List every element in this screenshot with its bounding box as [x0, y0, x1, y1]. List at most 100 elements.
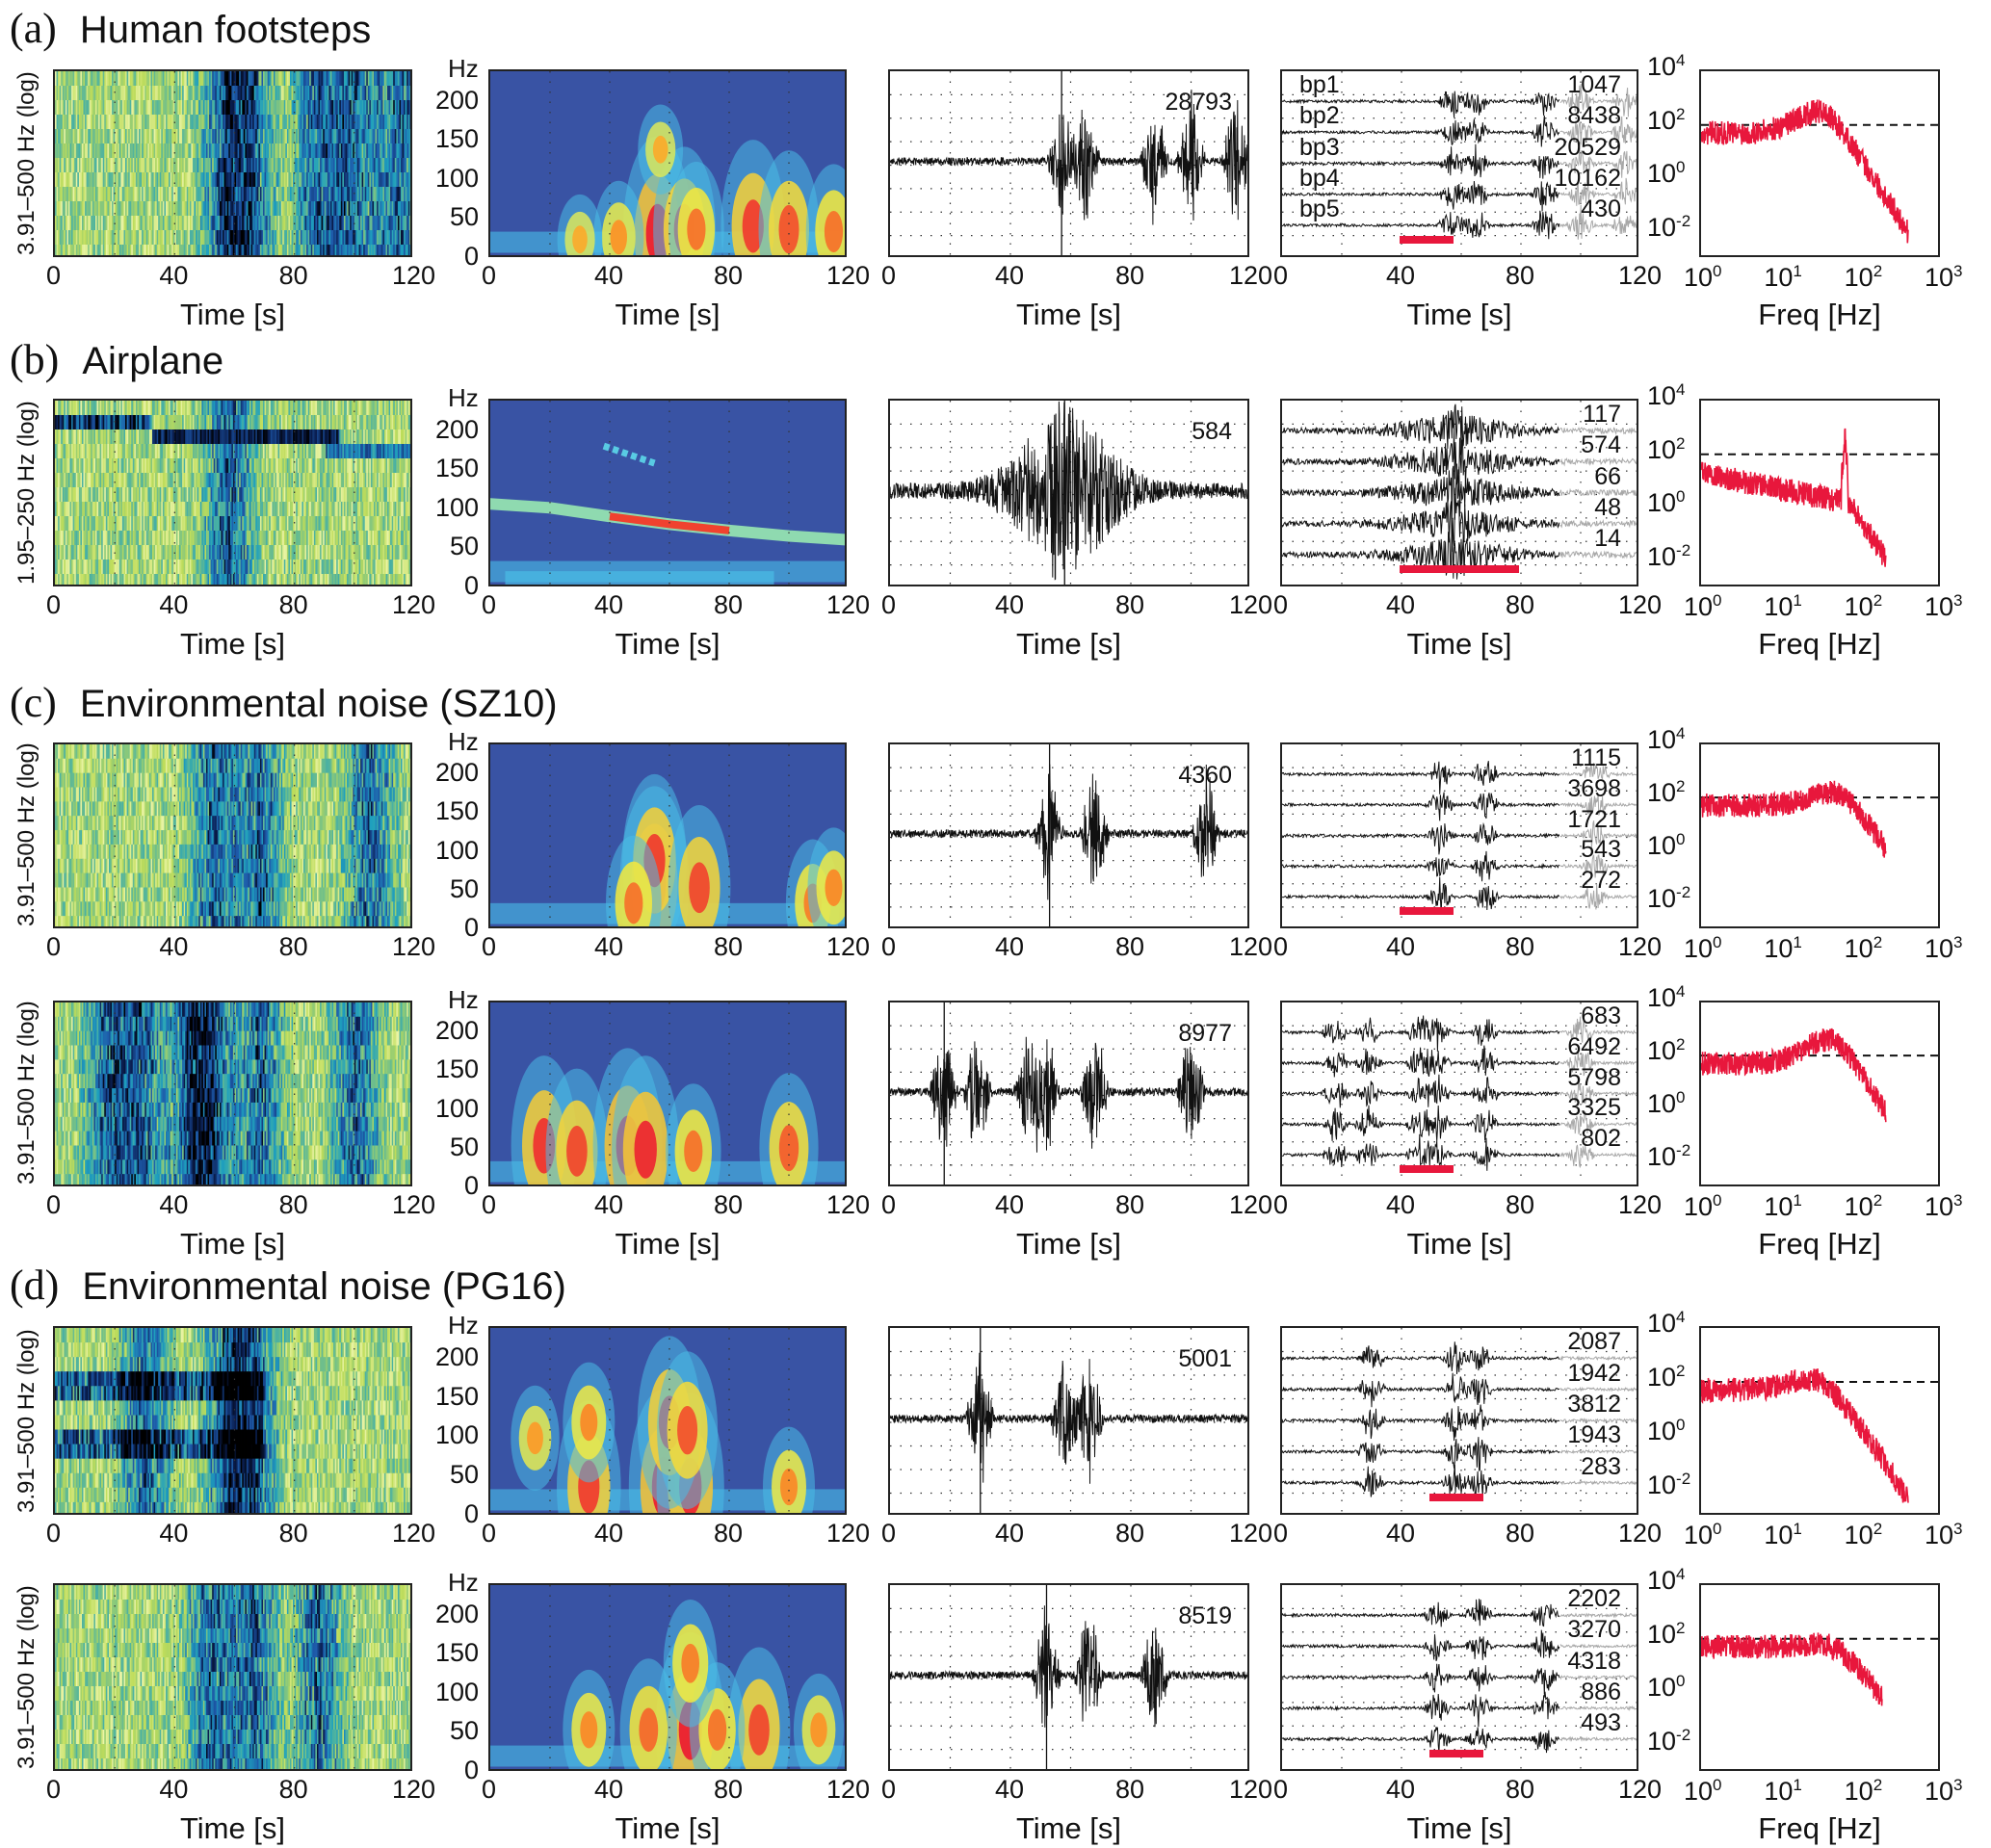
- energy-cell: [194, 115, 196, 130]
- energy-cell: [333, 172, 336, 188]
- energy-cell: [333, 429, 336, 445]
- energy-cell: [104, 201, 107, 217]
- energy-cell: [253, 487, 256, 503]
- energy-cell: [196, 473, 198, 488]
- energy-cell: [240, 429, 243, 445]
- energy-cell: [196, 216, 198, 231]
- energy-cell: [306, 415, 309, 430]
- energy-cell: [277, 429, 280, 445]
- energy-cell: [196, 158, 199, 173]
- energy-cell: [140, 86, 143, 101]
- energy-cell: [374, 187, 377, 202]
- energy-cell: [313, 143, 317, 159]
- energy-cell: [303, 100, 306, 116]
- energy-cell: [140, 143, 143, 159]
- energy-cell: [105, 115, 108, 130]
- energy-cell: [118, 100, 120, 116]
- energy-cell: [172, 230, 175, 246]
- energy-cell: [96, 473, 99, 488]
- energy-cell: [143, 473, 145, 488]
- energy-cell: [153, 415, 156, 430]
- energy-cell: [66, 71, 69, 87]
- energy-cell: [334, 230, 337, 246]
- energy-cell: [360, 230, 363, 246]
- energy-cell: [194, 129, 196, 144]
- energy-cell: [246, 401, 249, 416]
- energy-cell: [113, 473, 116, 488]
- energy-cell: [177, 143, 180, 159]
- energy-cell: [202, 415, 206, 430]
- energy-cell: [115, 458, 118, 474]
- energy-cell: [315, 201, 318, 217]
- energy-cell: [229, 230, 232, 246]
- energy-cell: [242, 201, 245, 217]
- energy-cell: [282, 158, 285, 173]
- energy-cell: [64, 245, 66, 255]
- energy-cell: [239, 401, 242, 416]
- energy-cell: [232, 129, 236, 144]
- energy-cell: [370, 458, 374, 474]
- energy-cell: [118, 245, 121, 255]
- energy-cell: [206, 172, 209, 188]
- energy-cell: [324, 71, 327, 87]
- energy-cell: [82, 187, 85, 202]
- spectrogram-blob: [652, 135, 668, 164]
- energy-cell: [62, 71, 65, 87]
- energy-cell: [275, 201, 277, 217]
- energy-cell: [317, 187, 320, 202]
- energy-cell: [348, 216, 351, 231]
- energy-cell: [102, 129, 105, 144]
- energy-cell: [110, 230, 113, 246]
- energy-cell: [226, 458, 229, 474]
- energy-cell: [56, 143, 59, 159]
- energy-cell: [334, 245, 337, 255]
- energy-cell: [243, 216, 246, 231]
- energy-cell: [83, 401, 86, 416]
- energy-cell: [161, 187, 164, 202]
- energy-cell: [80, 429, 83, 445]
- energy-cell: [321, 115, 324, 130]
- energy-cell: [148, 115, 152, 130]
- energy-cell: [161, 71, 164, 87]
- bandpass-trace-tail: [1559, 147, 1637, 178]
- energy-cell: [161, 86, 164, 101]
- energy-cell: [307, 129, 310, 144]
- energy-cell: [64, 216, 66, 231]
- energy-cell: [128, 216, 131, 231]
- energy-cell: [266, 245, 269, 255]
- energy-cell: [207, 71, 210, 87]
- energy-cell: [62, 487, 65, 503]
- energy-cell: [101, 444, 104, 459]
- energy-cell: [74, 458, 77, 474]
- energy-cell: [236, 245, 239, 255]
- energy-cell: [264, 100, 267, 116]
- energy-cell: [350, 143, 353, 159]
- energy-cell: [375, 216, 378, 231]
- energy-cell: [223, 129, 225, 144]
- energy-cell: [110, 216, 113, 231]
- energy-cell: [399, 473, 402, 488]
- energy-cell: [75, 86, 78, 101]
- energy-cell: [116, 458, 118, 474]
- energy-cell: [223, 458, 226, 474]
- energy-cell: [307, 115, 310, 130]
- energy-cell: [95, 201, 98, 217]
- energy-cell: [313, 216, 317, 231]
- energy-cell: [369, 429, 372, 445]
- energy-cell: [229, 172, 232, 188]
- energy-cell: [330, 115, 333, 130]
- energy-cell: [372, 245, 375, 255]
- energy-cell: [328, 129, 331, 144]
- energy-cell: [201, 172, 204, 188]
- energy-cell: [69, 158, 72, 173]
- energy-cell: [273, 201, 276, 217]
- energy-cell: [318, 230, 321, 246]
- energy-cell: [69, 415, 72, 430]
- energy-cell: [56, 444, 59, 459]
- energy-cell: [135, 143, 139, 159]
- energy-cell: [68, 502, 71, 517]
- energy-cell: [202, 100, 206, 116]
- energy-cell: [363, 429, 366, 445]
- energy-cell: [188, 201, 191, 217]
- energy-cell: [291, 415, 294, 430]
